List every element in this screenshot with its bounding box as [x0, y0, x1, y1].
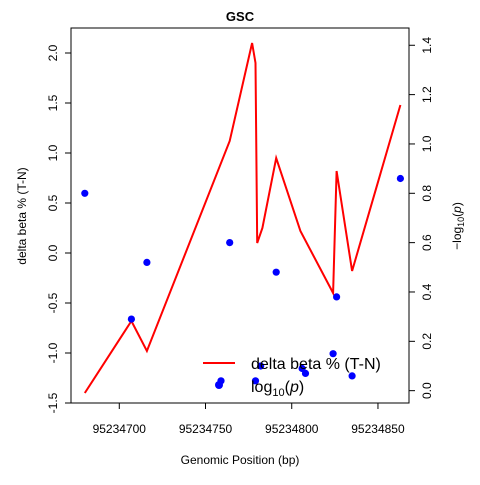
plot-frame — [70, 27, 410, 404]
x-axis: 95234700 95234750 95234800 95234850 — [93, 403, 405, 436]
y-right-tick-label: 0.2 — [420, 333, 434, 350]
log10p-point — [396, 174, 404, 183]
y-left-tick-label: 1.0 — [46, 144, 60, 161]
y-left-tick-label: -0.5 — [46, 292, 60, 313]
y-left-tick-label: -1.5 — [46, 392, 60, 413]
legend-label-log10p: log10(p) — [251, 379, 304, 399]
y-left-tick-label: 0.0 — [46, 244, 60, 261]
legend: delta beta % (T-N) log10(p) — [203, 356, 381, 399]
log10p-series — [81, 174, 404, 385]
log10p-point — [333, 293, 341, 301]
y-right-tick-label: 0.6 — [420, 234, 434, 251]
y-right-tick-label: 1.0 — [420, 135, 434, 152]
legend-swatch-point — [215, 381, 223, 389]
x-tick-label: 95234750 — [179, 422, 233, 436]
y-left-tick-label: 1.5 — [46, 94, 60, 111]
log10p-point — [257, 362, 265, 370]
y-left-tick-label: -1.0 — [46, 342, 60, 363]
log10p-point — [226, 239, 234, 247]
chart-title: GSC — [226, 9, 255, 24]
log10p-point — [127, 315, 135, 323]
delta-beta-line — [83, 42, 402, 394]
y-right-tick-label: 1.4 — [420, 37, 434, 54]
y-axis-right: 0.0 0.2 0.4 0.6 0.8 1.0 1.2 1.4 — [409, 37, 434, 399]
y-right-tick-label: 0.4 — [420, 283, 434, 300]
log10p-point — [272, 268, 280, 276]
y-right-tick-label: 1.2 — [420, 86, 434, 103]
x-tick-label: 95234850 — [351, 422, 405, 436]
y-axis-right-title: −log10(p) — [450, 202, 466, 250]
log10p-point — [329, 350, 337, 358]
delta-beta-series — [83, 42, 402, 394]
log10p-point — [348, 372, 356, 380]
x-tick-label: 95234800 — [265, 422, 319, 436]
y-axis-left-title: delta beta % (T-N) — [15, 167, 29, 264]
y-right-tick-label: 0.0 — [420, 382, 434, 399]
y-right-tick-label: 0.8 — [420, 185, 434, 202]
log10p-point — [81, 189, 89, 197]
x-axis-title: Genomic Position (bp) — [181, 453, 300, 467]
y-axis-left: -1.5 -1.0 -0.5 0.0 0.5 1.0 1.5 2.0 — [46, 44, 71, 413]
legend-label-delta-beta: delta beta % (T-N) — [251, 356, 381, 373]
log10p-point — [301, 369, 310, 377]
y-left-tick-label: 2.0 — [46, 44, 60, 61]
log10p-point — [143, 258, 151, 266]
x-tick-label: 95234700 — [93, 422, 147, 436]
log10p-point — [251, 377, 260, 385]
y-left-tick-label: 0.5 — [46, 194, 60, 211]
